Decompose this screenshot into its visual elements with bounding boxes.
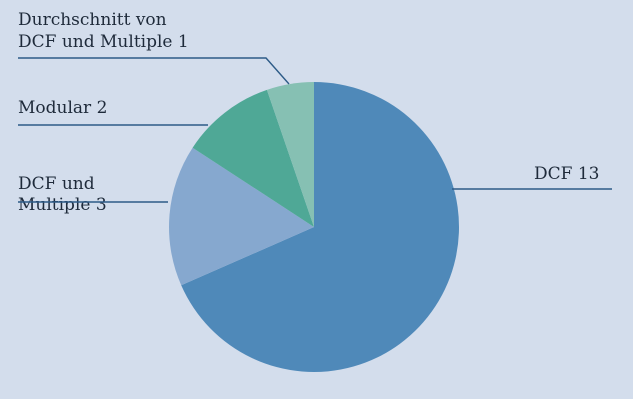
label-dcf: DCF 13: [534, 164, 599, 184]
pie-slices: [168, 82, 459, 372]
pie-labels: DCF 13 DCF und Multiple 3 Modular 2 Durc…: [18, 10, 599, 215]
label-modular: Modular 2: [18, 98, 107, 118]
slice-dcf: [181, 82, 459, 372]
label-dcf-und-multiple: DCF und Multiple 3: [18, 174, 107, 215]
label-durchschnitt: Durchschnitt von DCF und Multiple 1: [18, 10, 189, 52]
slice-dcf-und-multiple: [168, 147, 314, 286]
slice-durchschnitt: [266, 82, 314, 227]
leader-durchschnitt: [18, 57, 290, 85]
slice-modular: [192, 89, 314, 227]
leader-lines: [18, 57, 612, 203]
